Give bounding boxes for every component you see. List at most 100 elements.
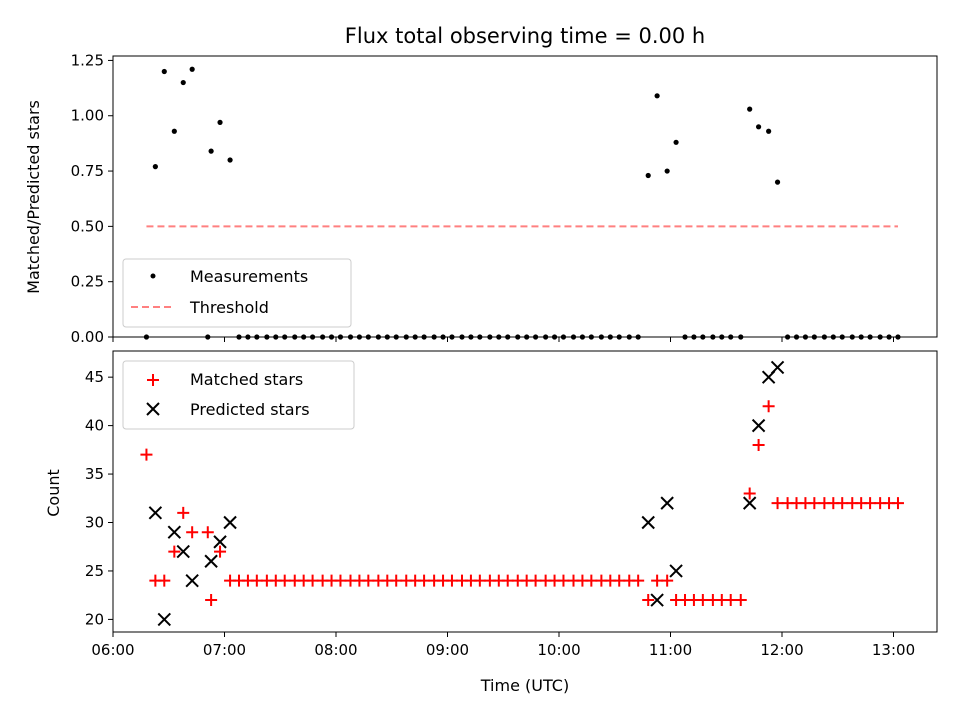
- matched-star-point: [613, 574, 626, 587]
- measurement-point: [645, 172, 651, 179]
- top-panel: 0.00 0.25 0.50 0.75 1.00 1.25 Matched/Predict…: [24, 51, 938, 346]
- measurement-point: [152, 164, 158, 170]
- matched-star-point: [836, 497, 849, 510]
- matched-star-point: [752, 438, 765, 451]
- matched-star-point: [696, 594, 709, 607]
- legend-predicted-marker: [146, 402, 160, 416]
- matched-star-point: [642, 594, 655, 607]
- matched-star-point: [632, 574, 645, 587]
- matched-star-point: [334, 574, 347, 587]
- top-y-ticks: 0.00 0.25 0.50 0.75 1.00 1.25: [71, 51, 113, 346]
- bottom-legend-frame: [122, 360, 355, 430]
- measurement-point: [189, 66, 195, 72]
- matched-star-point: [651, 574, 664, 587]
- matched-star-point: [306, 574, 319, 587]
- matched-star-point: [473, 574, 486, 587]
- matched-star-point: [186, 526, 199, 539]
- measurement-point: [774, 179, 781, 185]
- bottom-axes-frame: [112, 350, 938, 633]
- predicted-star-point: [770, 360, 785, 375]
- matched-star-point: [201, 526, 214, 539]
- measurement-point: [180, 79, 186, 86]
- measurement-point: [161, 68, 167, 75]
- matched-star-point: [724, 594, 737, 607]
- matched-star-point: [891, 497, 904, 510]
- predicted-star-point: [223, 515, 237, 530]
- predicted-star-point: [204, 554, 218, 568]
- top-x-ticks: [112, 337, 895, 342]
- measurement-point: [208, 148, 214, 154]
- predicted-star-point: [751, 418, 766, 433]
- bottom-y-tick-label: 45: [85, 368, 104, 386]
- legend-threshold-label: Threshold: [189, 298, 269, 317]
- measurement-point: [227, 157, 233, 163]
- matched-star-point: [501, 574, 514, 587]
- x-tick-label: 08:00: [314, 641, 357, 659]
- legend-matched-marker: [147, 374, 159, 386]
- bottom-panel: 20 25 30 35 40 45 06:00 07:00 08:00 09:00 10:00 11…: [44, 350, 938, 695]
- top-y-axis-label: Matched/Predicted stars: [24, 100, 43, 294]
- matched-star-point: [661, 574, 674, 587]
- legend-measurements-label: Measurements: [190, 267, 308, 286]
- matched-star-point: [214, 545, 227, 558]
- bottom-y-tick-label: 40: [85, 417, 104, 435]
- measurement-point: [664, 168, 670, 174]
- matched-star-point: [168, 545, 181, 558]
- top-y-tick-label: 0.25: [71, 273, 104, 291]
- top-y-tick-label: 1.00: [71, 107, 104, 125]
- predicted-star-point: [213, 535, 227, 549]
- matched-star-point: [418, 574, 431, 587]
- predicted-star-point: [650, 593, 664, 607]
- predicted-star-point: [176, 544, 190, 559]
- top-legend-frame: [122, 258, 352, 328]
- measurement-point: [673, 139, 679, 145]
- bottom-y-tick-label: 25: [85, 562, 104, 580]
- x-tick-label: 10:00: [537, 641, 580, 659]
- predicted-star-point: [157, 612, 171, 627]
- bottom-plot-area: [140, 360, 904, 627]
- x-axis-label: Time (UTC): [480, 676, 569, 695]
- bottom-legend: Matched stars Predicted stars: [122, 360, 355, 430]
- measurement-point: [171, 128, 177, 134]
- legend-predicted-label: Predicted stars: [190, 400, 310, 419]
- predicted-star-point: [167, 525, 182, 539]
- x-tick-label: 11:00: [649, 641, 692, 659]
- legend-matched-label: Matched stars: [190, 370, 303, 389]
- matched-star-point: [278, 574, 291, 587]
- predicted-star-point: [742, 496, 757, 510]
- bottom-y-ticks: 20 25 30 35 40 45: [85, 368, 113, 628]
- bottom-y-tick-label: 35: [85, 465, 104, 483]
- matched-star-point: [158, 574, 171, 587]
- top-y-tick-label: 0.75: [71, 162, 104, 180]
- matched-star-point: [771, 497, 784, 510]
- bottom-y-axis-label: Count: [44, 469, 63, 517]
- matched-star-point: [762, 400, 775, 413]
- matched-star-point: [864, 497, 877, 510]
- matched-star-point: [585, 574, 598, 587]
- legend-measurements-marker: [150, 273, 156, 279]
- matched-star-point: [445, 574, 458, 587]
- top-y-tick-label: 0.00: [71, 328, 104, 346]
- matched-star-point: [734, 594, 747, 607]
- matched-star-point: [250, 574, 263, 587]
- bottom-x-ticks: 06:00 07:00 08:00 09:00 10:00 11:00 12:00 13:00: [91, 632, 915, 659]
- x-tick-label: 12:00: [760, 641, 803, 659]
- matched-star-point: [390, 574, 403, 587]
- chart-title: Flux total observing time = 0.00 h: [345, 24, 705, 48]
- predicted-star-point: [660, 496, 674, 510]
- bottom-y-tick-label: 30: [85, 514, 104, 532]
- x-tick-label: 06:00: [91, 641, 134, 659]
- measurement-point: [654, 93, 660, 99]
- measurement-point: [755, 124, 762, 130]
- top-y-tick-label: 1.25: [71, 51, 104, 69]
- x-tick-label: 07:00: [203, 641, 246, 659]
- top-y-tick-label: 0.50: [71, 217, 104, 235]
- measurement-point: [747, 106, 753, 112]
- matched-star-point: [177, 506, 190, 519]
- measurement-point: [217, 119, 223, 125]
- matched-star-point: [743, 487, 756, 500]
- matched-star-point: [557, 574, 570, 587]
- matched-star-point: [808, 497, 821, 510]
